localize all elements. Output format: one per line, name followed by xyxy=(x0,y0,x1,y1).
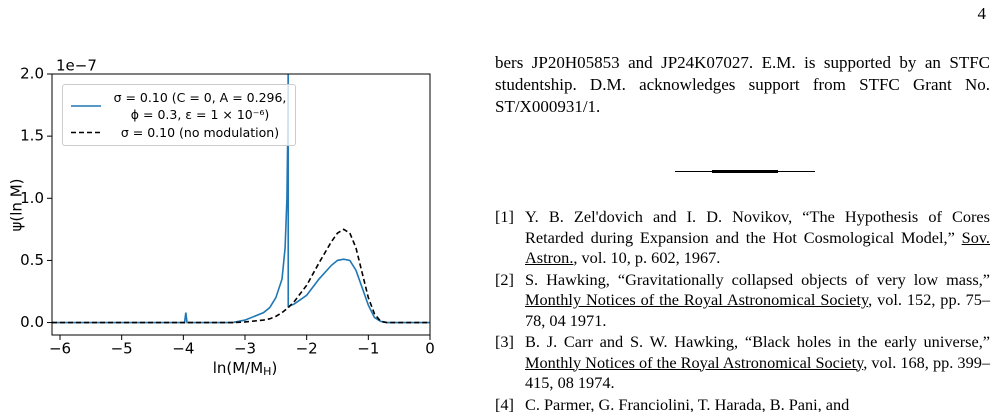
reference-journal: Monthly Notices of the Royal Astronomica… xyxy=(525,352,864,372)
reference: [2] S. Hawking, “Gravitationally collapse… xyxy=(495,270,990,332)
x-axis-label-sub: H xyxy=(263,365,271,378)
legend: σ = 0.10 (C = 0, A = 0.296, ϕ = 0.3, ε =… xyxy=(62,84,296,146)
reference-text: Y. B. Zel'dovich and I. D. Novikov, “The… xyxy=(525,207,990,247)
x-tick-label: −6 xyxy=(49,340,71,358)
reference-text: , vol. 168, pp. 399–415, 08 1974. xyxy=(525,352,990,393)
x-axis-label-end: ) xyxy=(271,359,277,377)
reference-journal: Sov. Astron. xyxy=(525,227,990,268)
legend-swatch xyxy=(71,105,101,107)
reference-label: [1] xyxy=(495,207,514,226)
x-tick-label: 0 xyxy=(425,340,435,358)
y-tick-label: 2.0 xyxy=(20,65,44,83)
reference: [4] C. Parmer, G. Franciolini, T. Harada,… xyxy=(495,395,990,412)
x-axis-label: ln(M/MH) xyxy=(213,359,278,379)
reference-text: , vol. 152, pp. 75–78, 04 1971. xyxy=(525,290,990,330)
series-line xyxy=(52,228,430,324)
reference-text: C. Parmer, G. Franciolini, T. Harada, B.… xyxy=(525,394,850,412)
series-line xyxy=(52,74,430,324)
y-tick-label: 1.5 xyxy=(20,127,44,145)
reference-label: [2] xyxy=(495,269,514,289)
chart: 1e−7 ψ(ln M) ln(M/MH) −6 −5 −4 −3 −2 −1 0 0.0 0.… xyxy=(8,57,435,379)
x-tick-label: −4 xyxy=(172,340,194,358)
reference-journal: Monthly Notices of the Royal Astronomica… xyxy=(525,290,869,309)
reference: [3] B. J. Carr and S. W. Hawking, “Black … xyxy=(495,332,990,394)
y-tick-label: 0.0 xyxy=(20,313,44,331)
y-tick-label: 0.5 xyxy=(20,251,44,269)
x-tick-label: −1 xyxy=(357,340,379,358)
reference-label: [3] xyxy=(495,332,514,351)
reference-text: B. J. Carr and S. W. Hawking, “Black hol… xyxy=(525,332,990,351)
reference-text: , vol. 10, p. 602, 1967. xyxy=(573,248,721,267)
legend-item: σ = 0.10 (no modulation) xyxy=(63,124,295,141)
offset-label: 1e−7 xyxy=(56,57,97,75)
x-tick-label: −2 xyxy=(296,340,318,358)
reference: [1] Y. B. Zel'dovich and I. D. Novikov, “… xyxy=(495,207,990,269)
y-axis-label: ψ(ln M) xyxy=(8,179,26,232)
x-tick-label: −5 xyxy=(111,340,133,358)
y-tick-label: 1.0 xyxy=(20,189,44,207)
x-tick-label: −3 xyxy=(234,340,256,358)
reference-text: S. Hawking, “Gravitationally collapsed o… xyxy=(525,269,990,289)
legend-swatch xyxy=(71,131,101,134)
paragraph: bers JP20H05853 and JP24K07027. E.M. is … xyxy=(495,53,990,116)
page-number: 4 xyxy=(977,4,987,23)
separator-center xyxy=(712,170,778,173)
legend-label: σ = 0.10 (C = 0, A = 0.296, ϕ = 0.3, ε =… xyxy=(113,90,287,122)
legend-item: σ = 0.10 (C = 0, A = 0.296, ϕ = 0.3, ε =… xyxy=(63,89,295,123)
axes-frame xyxy=(51,73,431,336)
legend-label: σ = 0.10 (no modulation) xyxy=(120,125,280,140)
x-axis-label-main: ln(M/M xyxy=(213,359,263,377)
reference-label: [4] xyxy=(495,394,514,412)
references: [1] Y. B. Zel'dovich and I. D. Novikov, “… xyxy=(495,207,990,412)
